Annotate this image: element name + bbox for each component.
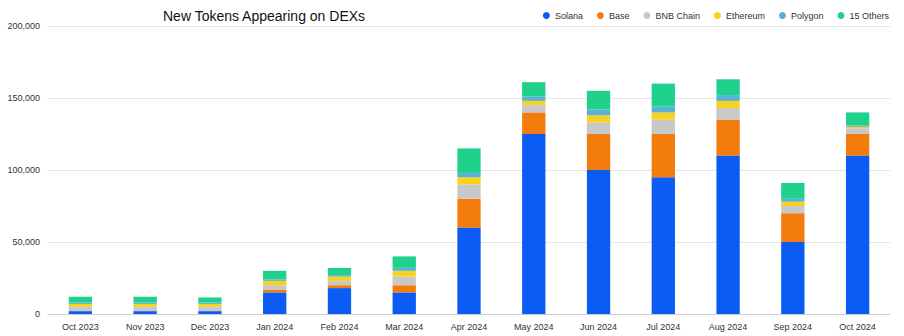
svg-text:Feb 2024: Feb 2024 [320, 322, 358, 332]
svg-text:50,000: 50,000 [12, 237, 40, 247]
svg-text:Oct 2023: Oct 2023 [62, 322, 99, 332]
svg-text:Jul 2024: Jul 2024 [646, 322, 680, 332]
svg-text:May 2024: May 2024 [514, 322, 554, 332]
svg-text:BNB Chain: BNB Chain [655, 11, 700, 21]
svg-text:Ethereum: Ethereum [726, 11, 765, 21]
svg-text:Jan 2024: Jan 2024 [256, 322, 293, 332]
svg-text:15 Others: 15 Others [849, 11, 889, 21]
svg-text:Jun 2024: Jun 2024 [580, 322, 617, 332]
svg-text:Oct 2024: Oct 2024 [839, 322, 876, 332]
svg-text:Base: Base [609, 11, 630, 21]
svg-text:200,000: 200,000 [7, 21, 40, 31]
svg-text:Nov 2023: Nov 2023 [126, 322, 165, 332]
svg-text:Mar 2024: Mar 2024 [385, 322, 423, 332]
svg-text:Dec 2023: Dec 2023 [191, 322, 230, 332]
svg-text:150,000: 150,000 [7, 93, 40, 103]
svg-text:0: 0 [35, 309, 40, 319]
svg-text:Polygon: Polygon [791, 11, 824, 21]
svg-text:Sep 2024: Sep 2024 [774, 322, 813, 332]
svg-text:Solana: Solana [555, 11, 583, 21]
svg-text:100,000: 100,000 [7, 165, 40, 175]
svg-text:Aug 2024: Aug 2024 [709, 322, 748, 332]
svg-text:Apr 2024: Apr 2024 [451, 322, 488, 332]
svg-text:New Tokens Appearing on DEXs: New Tokens Appearing on DEXs [163, 8, 365, 24]
